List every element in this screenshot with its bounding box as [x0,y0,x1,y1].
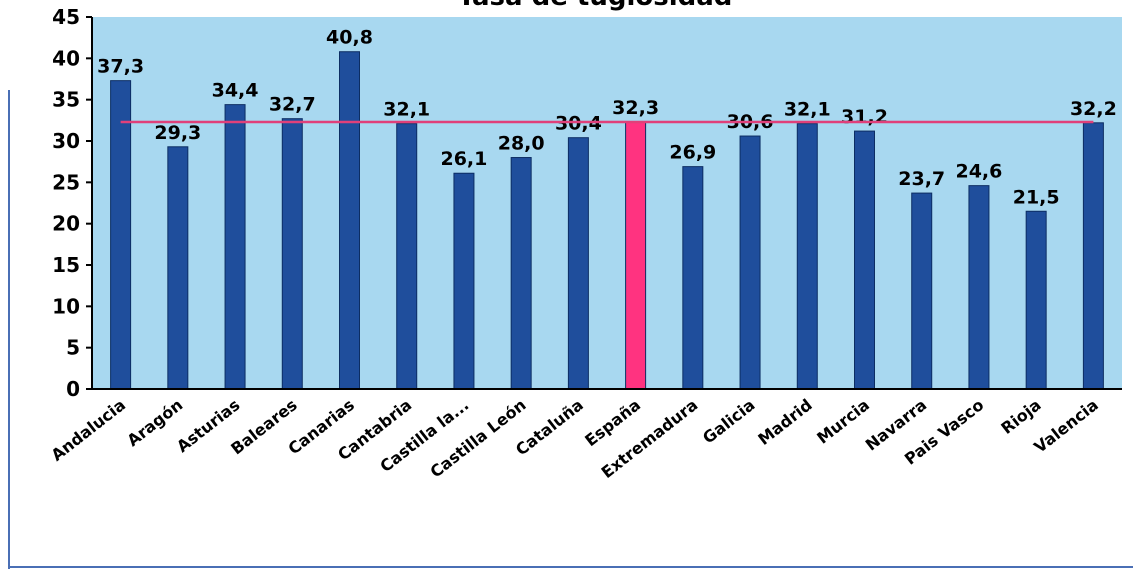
x-tick-label: Andalucia [48,395,130,465]
y-tick-label: 45 [52,5,80,29]
bar [396,123,418,390]
frame-bottom-border [8,566,1133,568]
bar [625,121,647,390]
value-label: 21,5 [1013,186,1060,208]
value-label: 32,2 [1070,98,1117,120]
y-tick-label: 35 [52,88,80,112]
bar [968,185,990,390]
value-label: 37,3 [97,56,144,78]
y-tick-label: 0 [66,377,80,401]
plot-area-background [92,17,1122,389]
x-tick-label: Valencia [1030,395,1101,457]
value-labels: 37,3 29,3 34,4 32,7 40,8 32,1 26,1 28,0 30,4 32,3… [97,27,1117,209]
bar [110,80,132,390]
bar-series [110,51,1104,390]
x-tick-label: Madrid [754,395,815,449]
y-tick-label: 15 [52,253,80,277]
value-label: 24,6 [955,161,1002,183]
bar [1082,122,1104,390]
bar [167,146,189,390]
bar [339,51,360,390]
y-tick-label: 30 [52,129,80,153]
value-label: 23,7 [898,168,945,190]
value-label: 32,7 [269,94,316,116]
bar [1025,210,1047,390]
value-label: 34,4 [212,80,259,102]
bar [567,137,589,390]
x-tick-label: Extremadura [598,395,702,482]
bar [911,192,933,390]
bar [854,130,875,390]
bar [281,118,303,390]
chart-title: Tasa de tugiosidad [458,0,733,12]
value-label: 26,9 [669,142,716,164]
bar [682,166,704,390]
value-label: 26,1 [440,148,487,170]
y-tick-label: 40 [52,46,80,70]
bar [510,157,532,390]
bar [739,135,761,390]
x-tick-label: Castilla León [427,395,530,481]
value-label: 30,4 [555,113,602,135]
bar [224,104,246,390]
value-label: 32,3 [612,97,659,119]
y-tick-label: 10 [52,294,80,318]
x-tick-label: Rioja [997,395,1044,438]
value-label: 29,3 [154,122,201,144]
y-tick-label: 25 [52,170,80,194]
frame-left-border [8,90,10,569]
x-axis-labels: AndaluciaAragónAsturiasBalearesCanariasC… [48,395,1102,482]
value-label: 28,0 [498,133,545,155]
y-tick-label: 20 [52,212,80,236]
bar [796,123,818,390]
value-label: 40,8 [326,27,373,49]
x-tick-label: Galicia [699,395,759,447]
y-axis: 0 5 10 15 20 25 30 35 40 45 [52,5,92,401]
value-label: 32,1 [784,99,831,121]
value-label: 31,2 [841,106,888,128]
y-tick-label: 5 [66,336,80,360]
value-label: 32,1 [383,99,430,121]
bar [453,172,475,390]
